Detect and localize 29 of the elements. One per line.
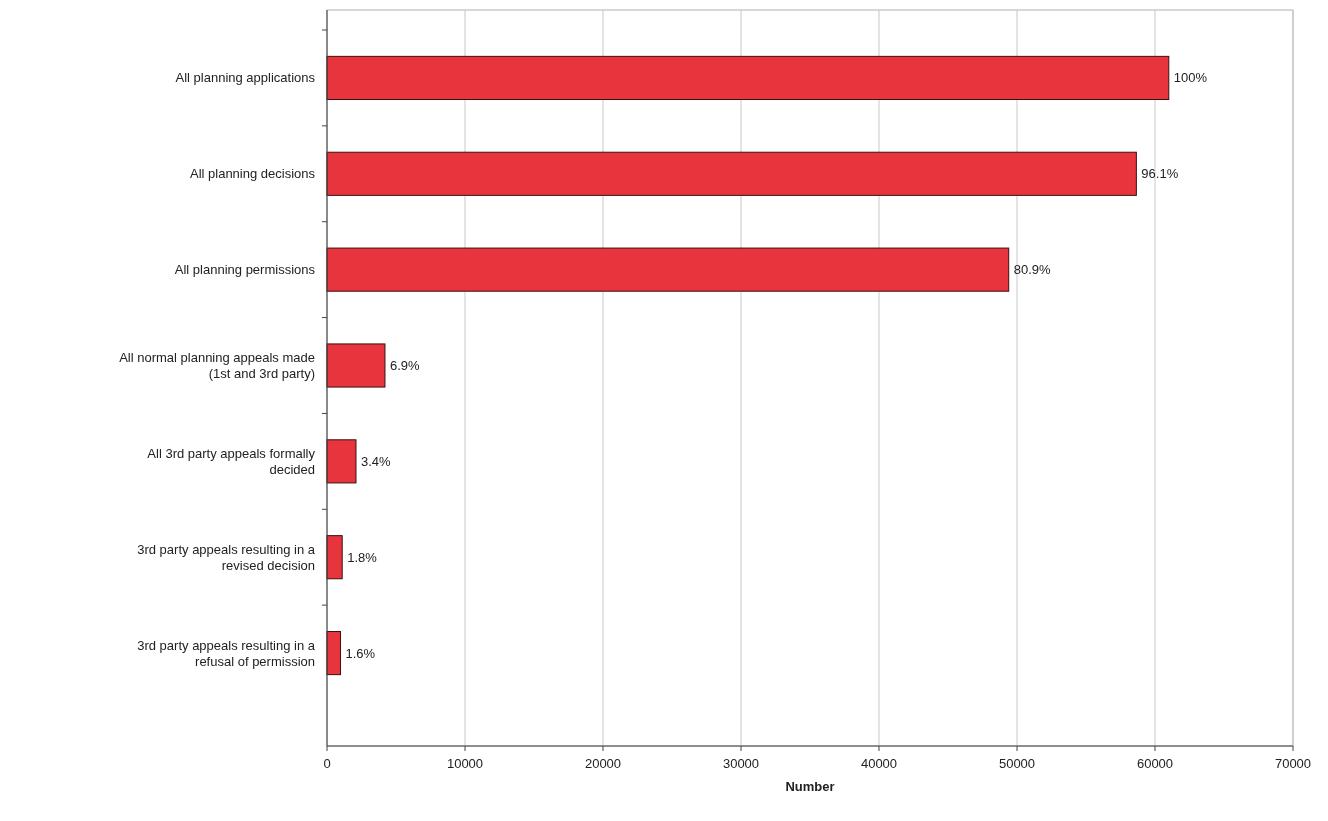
y-tick-label: All 3rd party appeals formally decided <box>147 445 316 477</box>
bar <box>326 535 343 580</box>
annotation: 96.1% <box>1141 166 1179 182</box>
annotation: 100% <box>1173 70 1208 86</box>
annotation: 1.8% <box>347 549 378 565</box>
y-tick-label: All planning decisions <box>189 166 316 182</box>
x-tick-label: 0 <box>323 756 331 771</box>
x-tick-label: 40000 <box>860 756 898 771</box>
annotation: 6.9% <box>389 358 421 374</box>
bar <box>326 439 357 484</box>
bar <box>326 343 386 388</box>
y-tick-label: All planning permissions <box>174 262 316 278</box>
bar <box>326 151 1137 196</box>
x-axis-title: Number <box>785 779 835 794</box>
y-tick-label: 3rd party appeals resulting in a refusal of permission <box>137 637 316 669</box>
x-tick-label: 70000 <box>1274 756 1312 771</box>
x-tick-label: 50000 <box>998 756 1036 771</box>
x-tick-label: 30000 <box>722 756 760 771</box>
y-tick-label: All planning applications <box>175 70 316 86</box>
x-tick-label: 20000 <box>584 756 622 771</box>
bar <box>326 55 1170 100</box>
y-tick-label: 3rd party appeals resulting in a revised decision <box>137 541 316 573</box>
x-tick-label: 10000 <box>446 756 484 771</box>
bar <box>326 247 1010 292</box>
y-tick-label: All normal planning appeals made (1st and 3rd party) <box>119 350 315 382</box>
annotation: 1.6% <box>345 645 376 661</box>
annotation: 80.9% <box>1013 262 1052 278</box>
x-tick-label: 60000 <box>1136 756 1174 771</box>
annotation: 3.4% <box>360 453 392 469</box>
